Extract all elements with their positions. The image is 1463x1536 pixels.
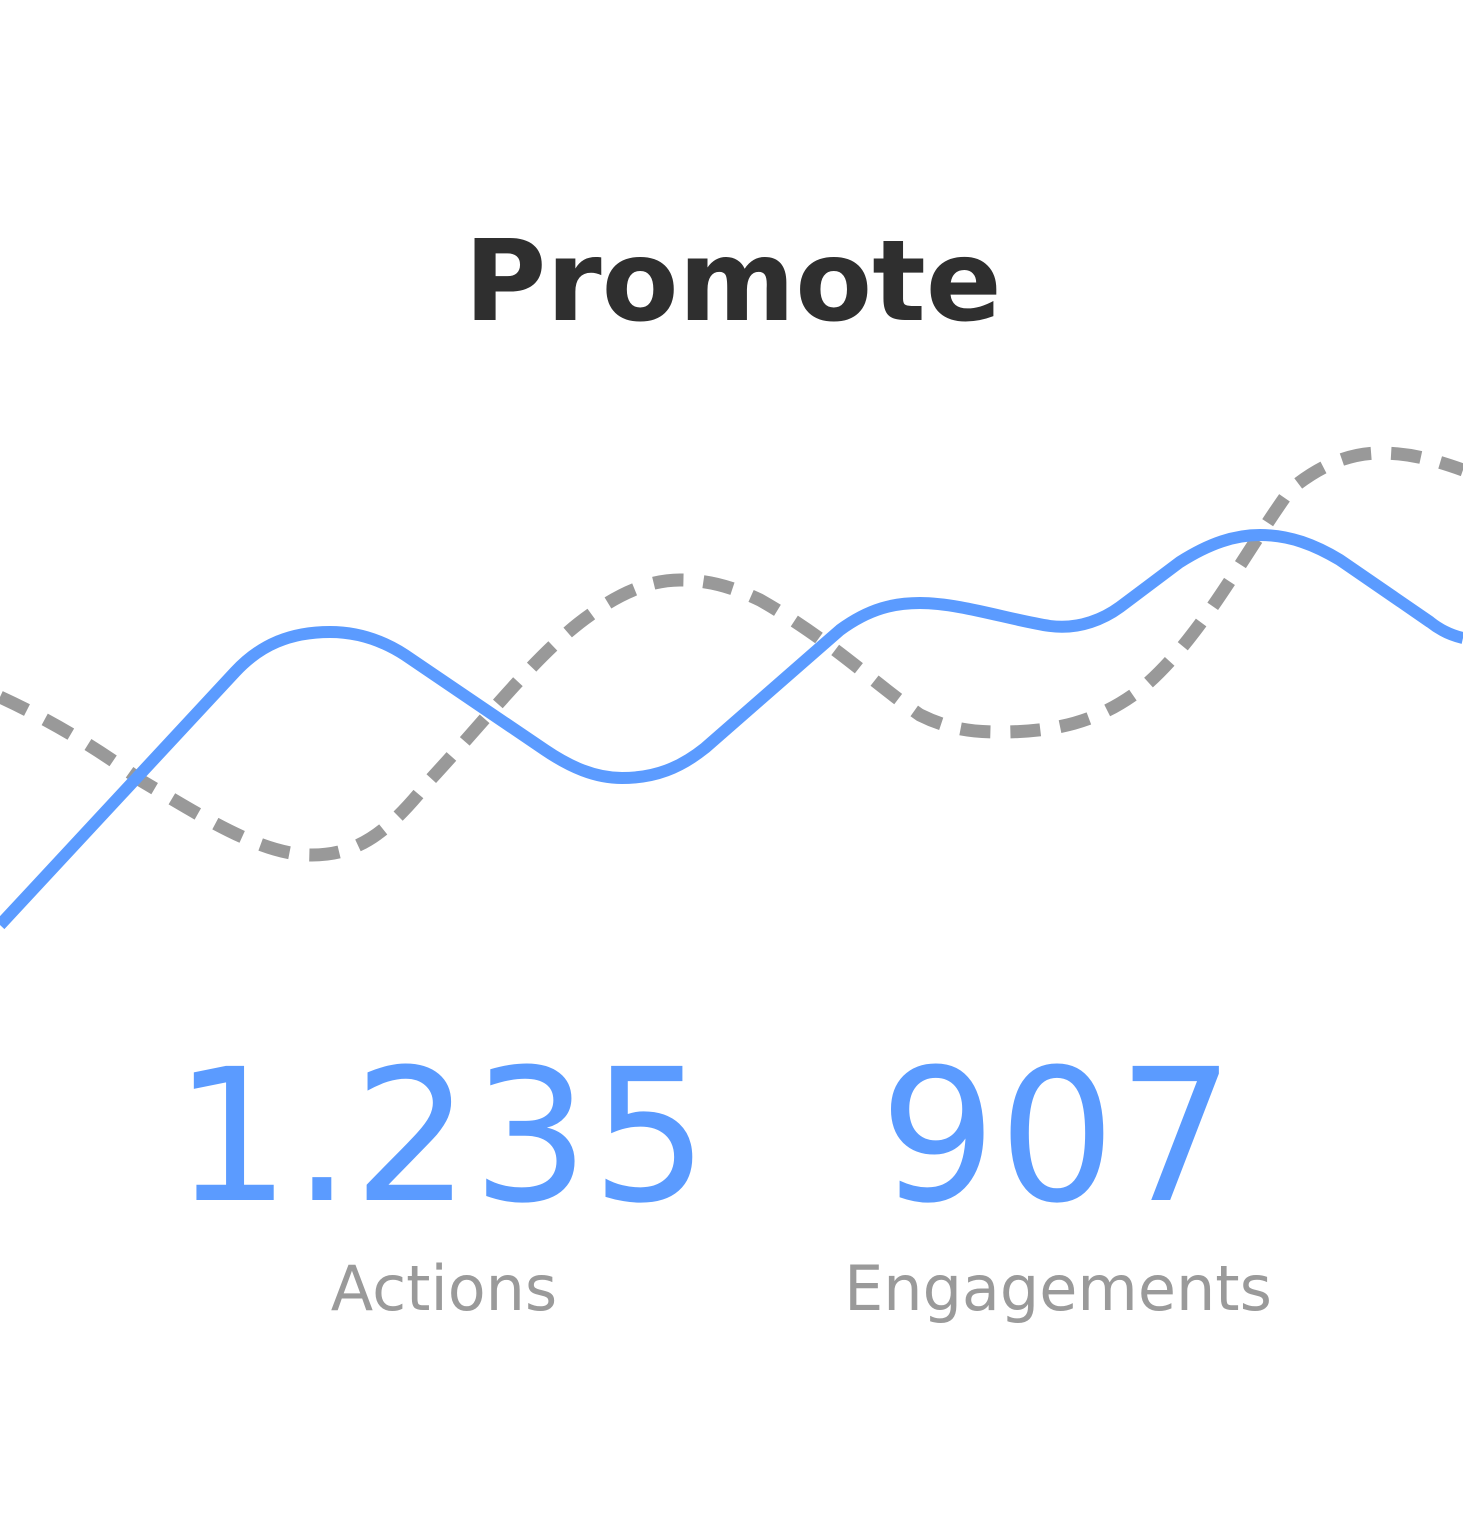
stat-value: 907 xyxy=(879,1030,1236,1244)
solid-trend-line xyxy=(0,528,1463,930)
stat-label: Engagements xyxy=(844,1252,1272,1325)
stat-label: Actions xyxy=(331,1252,557,1325)
stat-value: 1.235 xyxy=(174,1030,711,1244)
dashed-trend-line xyxy=(0,446,1463,862)
card-title: Promote xyxy=(464,217,1001,347)
